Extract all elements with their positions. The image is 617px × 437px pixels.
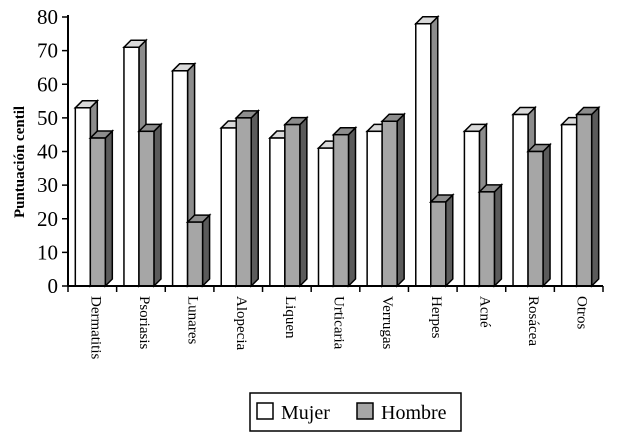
category-label: Acné xyxy=(476,296,492,328)
category-label: Herpes xyxy=(428,296,444,339)
axes-layer xyxy=(67,15,603,287)
y-axis-label: Puntuación centil xyxy=(12,106,28,218)
bar-hombre-5 xyxy=(331,125,358,288)
legend-label-mujer: Mujer xyxy=(281,402,330,424)
bar-side xyxy=(299,115,308,288)
bar-side xyxy=(493,183,503,288)
y-tick-label: 0 xyxy=(48,274,59,298)
bar-side xyxy=(201,213,211,288)
y-tick-label: 60 xyxy=(37,72,58,96)
y-tick-label: 50 xyxy=(37,106,58,130)
y-tick-label: 70 xyxy=(37,39,58,63)
bar-front xyxy=(74,107,92,287)
bar-hombre-1 xyxy=(137,122,163,288)
category-labels: Dermatitis Psoriasis Lunares Alopecia Liquen… xyxy=(87,296,589,359)
bar-front xyxy=(269,137,286,287)
legend-swatch-hombre xyxy=(356,402,374,420)
bar-front xyxy=(235,117,252,287)
category-label: Alopecia xyxy=(233,296,249,350)
bar-side xyxy=(153,122,162,288)
bar-front xyxy=(430,201,447,287)
bar-side xyxy=(250,109,259,288)
bar-hombre-0 xyxy=(88,129,115,288)
bar-front xyxy=(89,137,107,287)
category-label: Lunares xyxy=(185,296,201,344)
bar-front xyxy=(366,130,383,287)
bar-hombre-2 xyxy=(185,213,212,288)
bar-front xyxy=(171,70,189,287)
bar-side xyxy=(104,129,114,288)
category-label: Liquen xyxy=(282,296,298,339)
bar-front xyxy=(138,130,155,287)
bar-side xyxy=(396,112,405,288)
bar-hombre-3 xyxy=(234,109,261,288)
bar-front xyxy=(463,130,481,287)
bar-front xyxy=(220,127,237,287)
bar-front xyxy=(527,150,544,287)
y-tick-label: 10 xyxy=(37,240,58,264)
legend-box xyxy=(249,392,462,432)
category-label: Psoriasis xyxy=(136,296,152,350)
bar-front xyxy=(317,147,335,287)
bar-side xyxy=(542,142,551,288)
legend-swatch-mujer xyxy=(256,402,274,420)
bar-hombre-9 xyxy=(526,142,552,288)
bar-front xyxy=(478,191,496,287)
bar-front xyxy=(575,113,593,287)
bar-front xyxy=(332,133,350,287)
bar-hombre-6 xyxy=(380,112,406,288)
bar-front xyxy=(415,22,432,287)
category-label: Otros xyxy=(574,296,590,329)
bar-side xyxy=(445,193,454,288)
bar-hombre-4 xyxy=(283,115,309,288)
bar-side xyxy=(590,105,600,288)
bars-layer xyxy=(73,14,601,288)
bar-hombre-10 xyxy=(574,105,601,288)
ticks-layer: 0 10 20 30 40 50 60 70 80 xyxy=(37,5,604,298)
y-tick-label: 30 xyxy=(37,173,58,197)
bar-front xyxy=(186,221,204,287)
bar-front xyxy=(284,123,301,287)
category-label: Urticaria xyxy=(331,296,347,350)
category-label: Verrugas xyxy=(379,296,395,349)
category-label: Dermatitis xyxy=(87,296,103,359)
category-label: Rosácea xyxy=(525,296,541,346)
legend-label-hombre: Hombre xyxy=(381,402,447,424)
bar-front xyxy=(381,120,398,287)
bar-front xyxy=(560,123,578,287)
y-tick-label: 80 xyxy=(37,5,58,29)
bar-front xyxy=(512,113,529,287)
bar-front xyxy=(123,46,140,287)
legend: Mujer Hombre xyxy=(249,392,462,432)
y-tick-label: 20 xyxy=(37,207,58,231)
bar-hombre-7 xyxy=(428,193,455,288)
bar-side xyxy=(347,125,357,288)
bar-hombre-8 xyxy=(477,183,504,288)
y-tick-label: 40 xyxy=(37,140,58,164)
